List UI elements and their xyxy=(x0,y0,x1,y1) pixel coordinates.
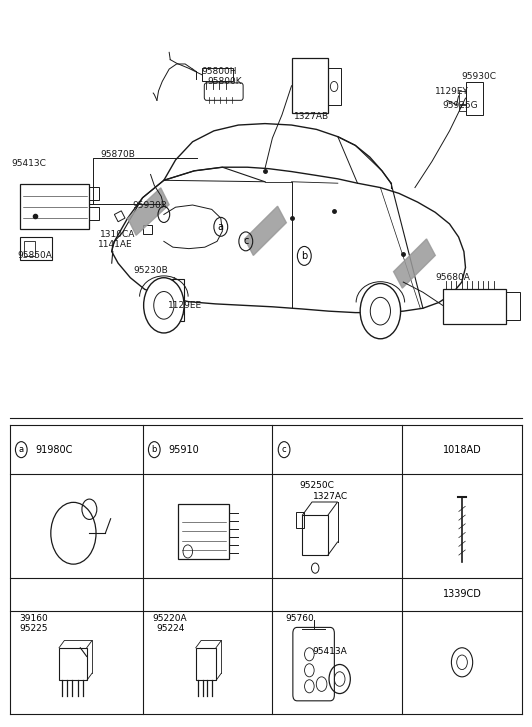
Text: 1327AC: 1327AC xyxy=(313,492,348,501)
Bar xyxy=(459,91,466,104)
Bar xyxy=(459,105,466,111)
Bar xyxy=(20,184,89,229)
Text: 1129EE: 1129EE xyxy=(168,301,202,310)
Text: 95800K: 95800K xyxy=(207,77,242,86)
Text: 95925G: 95925G xyxy=(443,101,478,110)
Text: b: b xyxy=(152,445,157,454)
Text: 95680A: 95680A xyxy=(435,273,470,282)
Text: a: a xyxy=(19,445,24,454)
Text: 1141AE: 1141AE xyxy=(98,240,133,249)
Bar xyxy=(89,187,99,200)
Bar xyxy=(20,237,52,260)
Text: 95250C: 95250C xyxy=(300,481,335,490)
Circle shape xyxy=(144,278,184,333)
Bar xyxy=(506,292,520,320)
Bar xyxy=(466,82,483,115)
Text: c: c xyxy=(243,236,248,246)
Text: 1339CD: 1339CD xyxy=(443,590,481,599)
Text: 1327AB: 1327AB xyxy=(294,112,329,121)
Bar xyxy=(292,58,328,113)
Text: c: c xyxy=(282,445,286,454)
Text: 39160: 39160 xyxy=(19,614,48,623)
Text: a: a xyxy=(218,222,224,232)
Text: 95225: 95225 xyxy=(19,624,48,632)
Text: 91980C: 91980C xyxy=(35,445,72,454)
Text: 95930R: 95930R xyxy=(132,201,167,209)
Polygon shape xyxy=(394,239,435,288)
Text: 95224: 95224 xyxy=(156,624,184,632)
Bar xyxy=(296,513,303,528)
Text: 95800H: 95800H xyxy=(201,67,237,76)
Text: 95220A: 95220A xyxy=(152,614,187,623)
Text: 95230B: 95230B xyxy=(133,266,168,275)
Bar xyxy=(196,648,216,680)
Text: 1310CA: 1310CA xyxy=(100,230,135,238)
Bar xyxy=(89,207,99,220)
Bar xyxy=(159,279,167,296)
Text: 95760: 95760 xyxy=(286,614,314,623)
Text: 95930C: 95930C xyxy=(462,72,497,81)
Text: b: b xyxy=(301,251,307,261)
Bar xyxy=(202,68,233,81)
Polygon shape xyxy=(245,206,286,255)
Text: 95850A: 95850A xyxy=(17,252,52,260)
Text: 1018AD: 1018AD xyxy=(443,445,481,454)
Circle shape xyxy=(360,284,401,339)
Text: 95910: 95910 xyxy=(168,445,199,454)
Bar xyxy=(24,241,35,256)
Polygon shape xyxy=(128,188,169,236)
Text: 95413A: 95413A xyxy=(312,647,347,656)
Bar xyxy=(143,225,152,234)
Bar xyxy=(443,289,506,324)
Bar xyxy=(178,505,229,558)
Bar xyxy=(328,68,341,105)
Bar xyxy=(159,279,184,321)
Bar xyxy=(59,648,87,680)
Text: 95413C: 95413C xyxy=(12,159,47,168)
Text: 95870B: 95870B xyxy=(100,150,135,158)
Text: 1129EY: 1129EY xyxy=(435,87,469,96)
Bar xyxy=(302,515,328,555)
